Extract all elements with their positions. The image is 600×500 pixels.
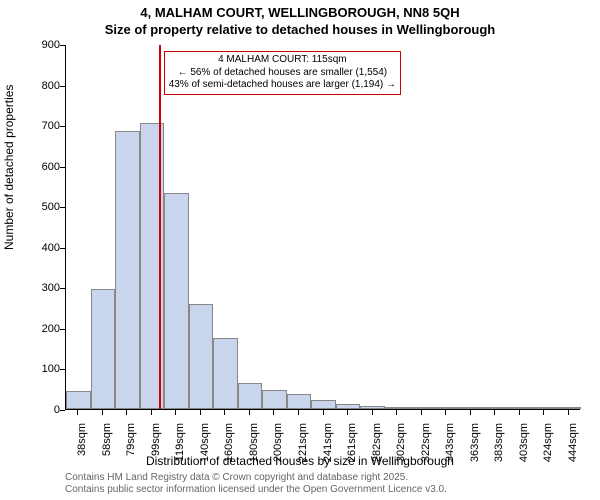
histogram-bar bbox=[556, 407, 581, 409]
histogram-bar bbox=[336, 404, 361, 409]
x-tick-label: 282sqm bbox=[371, 423, 383, 473]
x-tick-mark bbox=[298, 410, 299, 415]
y-tick-mark bbox=[60, 126, 65, 127]
x-tick-label: 444sqm bbox=[567, 423, 579, 473]
x-tick-mark bbox=[543, 410, 544, 415]
x-tick-mark bbox=[126, 410, 127, 415]
footer-line-2: Contains public sector information licen… bbox=[65, 484, 447, 496]
y-tick-mark bbox=[60, 207, 65, 208]
x-tick-label: 38sqm bbox=[76, 423, 88, 473]
annotation-box: 4 MALHAM COURT: 115sqm← 56% of detached … bbox=[164, 51, 401, 95]
x-tick-mark bbox=[200, 410, 201, 415]
histogram-bar bbox=[434, 407, 459, 409]
chart-container: 4, MALHAM COURT, WELLINGBOROUGH, NN8 5QH… bbox=[0, 0, 600, 500]
x-tick-mark bbox=[519, 410, 520, 415]
x-tick-label: 322sqm bbox=[420, 423, 432, 473]
x-tick-label: 363sqm bbox=[469, 423, 481, 473]
y-tick-label: 900 bbox=[20, 39, 60, 51]
x-tick-mark bbox=[151, 410, 152, 415]
histogram-bar bbox=[238, 383, 263, 409]
y-tick-label: 200 bbox=[20, 323, 60, 335]
chart-subtitle: Size of property relative to detached ho… bbox=[0, 22, 600, 37]
x-tick-label: 261sqm bbox=[346, 423, 358, 473]
x-tick-label: 99sqm bbox=[150, 423, 162, 473]
histogram-bar bbox=[164, 193, 189, 409]
y-tick-mark bbox=[60, 167, 65, 168]
y-tick-mark bbox=[60, 329, 65, 330]
y-tick-label: 800 bbox=[20, 80, 60, 92]
x-tick-mark bbox=[396, 410, 397, 415]
histogram-bar bbox=[262, 390, 287, 409]
y-axis-label: Number of detached properties bbox=[2, 85, 16, 250]
x-tick-mark bbox=[249, 410, 250, 415]
histogram-bar bbox=[91, 289, 116, 409]
chart-title: 4, MALHAM COURT, WELLINGBOROUGH, NN8 5QH bbox=[0, 5, 600, 20]
histogram-bar bbox=[287, 394, 312, 409]
histogram-bar bbox=[532, 407, 557, 409]
histogram-bar bbox=[189, 304, 214, 409]
y-tick-mark bbox=[60, 45, 65, 46]
x-tick-mark bbox=[175, 410, 176, 415]
x-tick-label: 383sqm bbox=[493, 423, 505, 473]
footer-line-1: Contains HM Land Registry data © Crown c… bbox=[65, 472, 447, 484]
x-tick-mark bbox=[568, 410, 569, 415]
histogram-bar bbox=[483, 407, 508, 409]
y-tick-mark bbox=[60, 288, 65, 289]
x-tick-label: 140sqm bbox=[199, 423, 211, 473]
y-tick-label: 100 bbox=[20, 363, 60, 375]
y-tick-mark bbox=[60, 248, 65, 249]
histogram-bar bbox=[66, 391, 91, 409]
x-tick-mark bbox=[421, 410, 422, 415]
histogram-bar bbox=[115, 131, 140, 409]
x-tick-label: 180sqm bbox=[248, 423, 260, 473]
x-tick-mark bbox=[77, 410, 78, 415]
x-tick-label: 343sqm bbox=[444, 423, 456, 473]
annotation-line-2: ← 56% of detached houses are smaller (1,… bbox=[169, 67, 396, 80]
y-tick-label: 300 bbox=[20, 282, 60, 294]
histogram-bar bbox=[507, 407, 532, 409]
y-tick-label: 600 bbox=[20, 161, 60, 173]
x-tick-mark bbox=[445, 410, 446, 415]
plot-area bbox=[65, 45, 580, 410]
x-tick-mark bbox=[494, 410, 495, 415]
y-tick-label: 400 bbox=[20, 242, 60, 254]
x-tick-mark bbox=[323, 410, 324, 415]
x-tick-mark bbox=[347, 410, 348, 415]
x-tick-label: 160sqm bbox=[223, 423, 235, 473]
x-tick-label: 424sqm bbox=[542, 423, 554, 473]
x-tick-label: 79sqm bbox=[125, 423, 137, 473]
histogram-bar bbox=[360, 406, 385, 409]
y-tick-mark bbox=[60, 410, 65, 411]
annotation-line-1: 4 MALHAM COURT: 115sqm bbox=[169, 54, 396, 67]
x-tick-label: 241sqm bbox=[322, 423, 334, 473]
marker-line bbox=[159, 45, 161, 409]
annotation-line-3: 43% of semi-detached houses are larger (… bbox=[169, 79, 396, 92]
x-tick-mark bbox=[273, 410, 274, 415]
x-tick-mark bbox=[224, 410, 225, 415]
y-tick-mark bbox=[60, 369, 65, 370]
x-tick-label: 302sqm bbox=[395, 423, 407, 473]
histogram-bar bbox=[385, 407, 410, 409]
histogram-bar bbox=[458, 407, 483, 409]
y-tick-mark bbox=[60, 86, 65, 87]
histogram-bar bbox=[213, 338, 238, 409]
x-tick-label: 403sqm bbox=[518, 423, 530, 473]
histogram-bar bbox=[311, 400, 336, 409]
x-tick-label: 119sqm bbox=[174, 423, 186, 473]
x-tick-mark bbox=[372, 410, 373, 415]
x-tick-mark bbox=[102, 410, 103, 415]
y-tick-label: 700 bbox=[20, 120, 60, 132]
histogram-bar bbox=[409, 407, 434, 409]
y-tick-label: 500 bbox=[20, 201, 60, 213]
y-tick-label: 0 bbox=[20, 404, 60, 416]
x-tick-label: 221sqm bbox=[297, 423, 309, 473]
x-tick-label: 200sqm bbox=[272, 423, 284, 473]
x-tick-label: 58sqm bbox=[101, 423, 113, 473]
x-tick-mark bbox=[470, 410, 471, 415]
footer-attribution: Contains HM Land Registry data © Crown c… bbox=[65, 472, 447, 496]
